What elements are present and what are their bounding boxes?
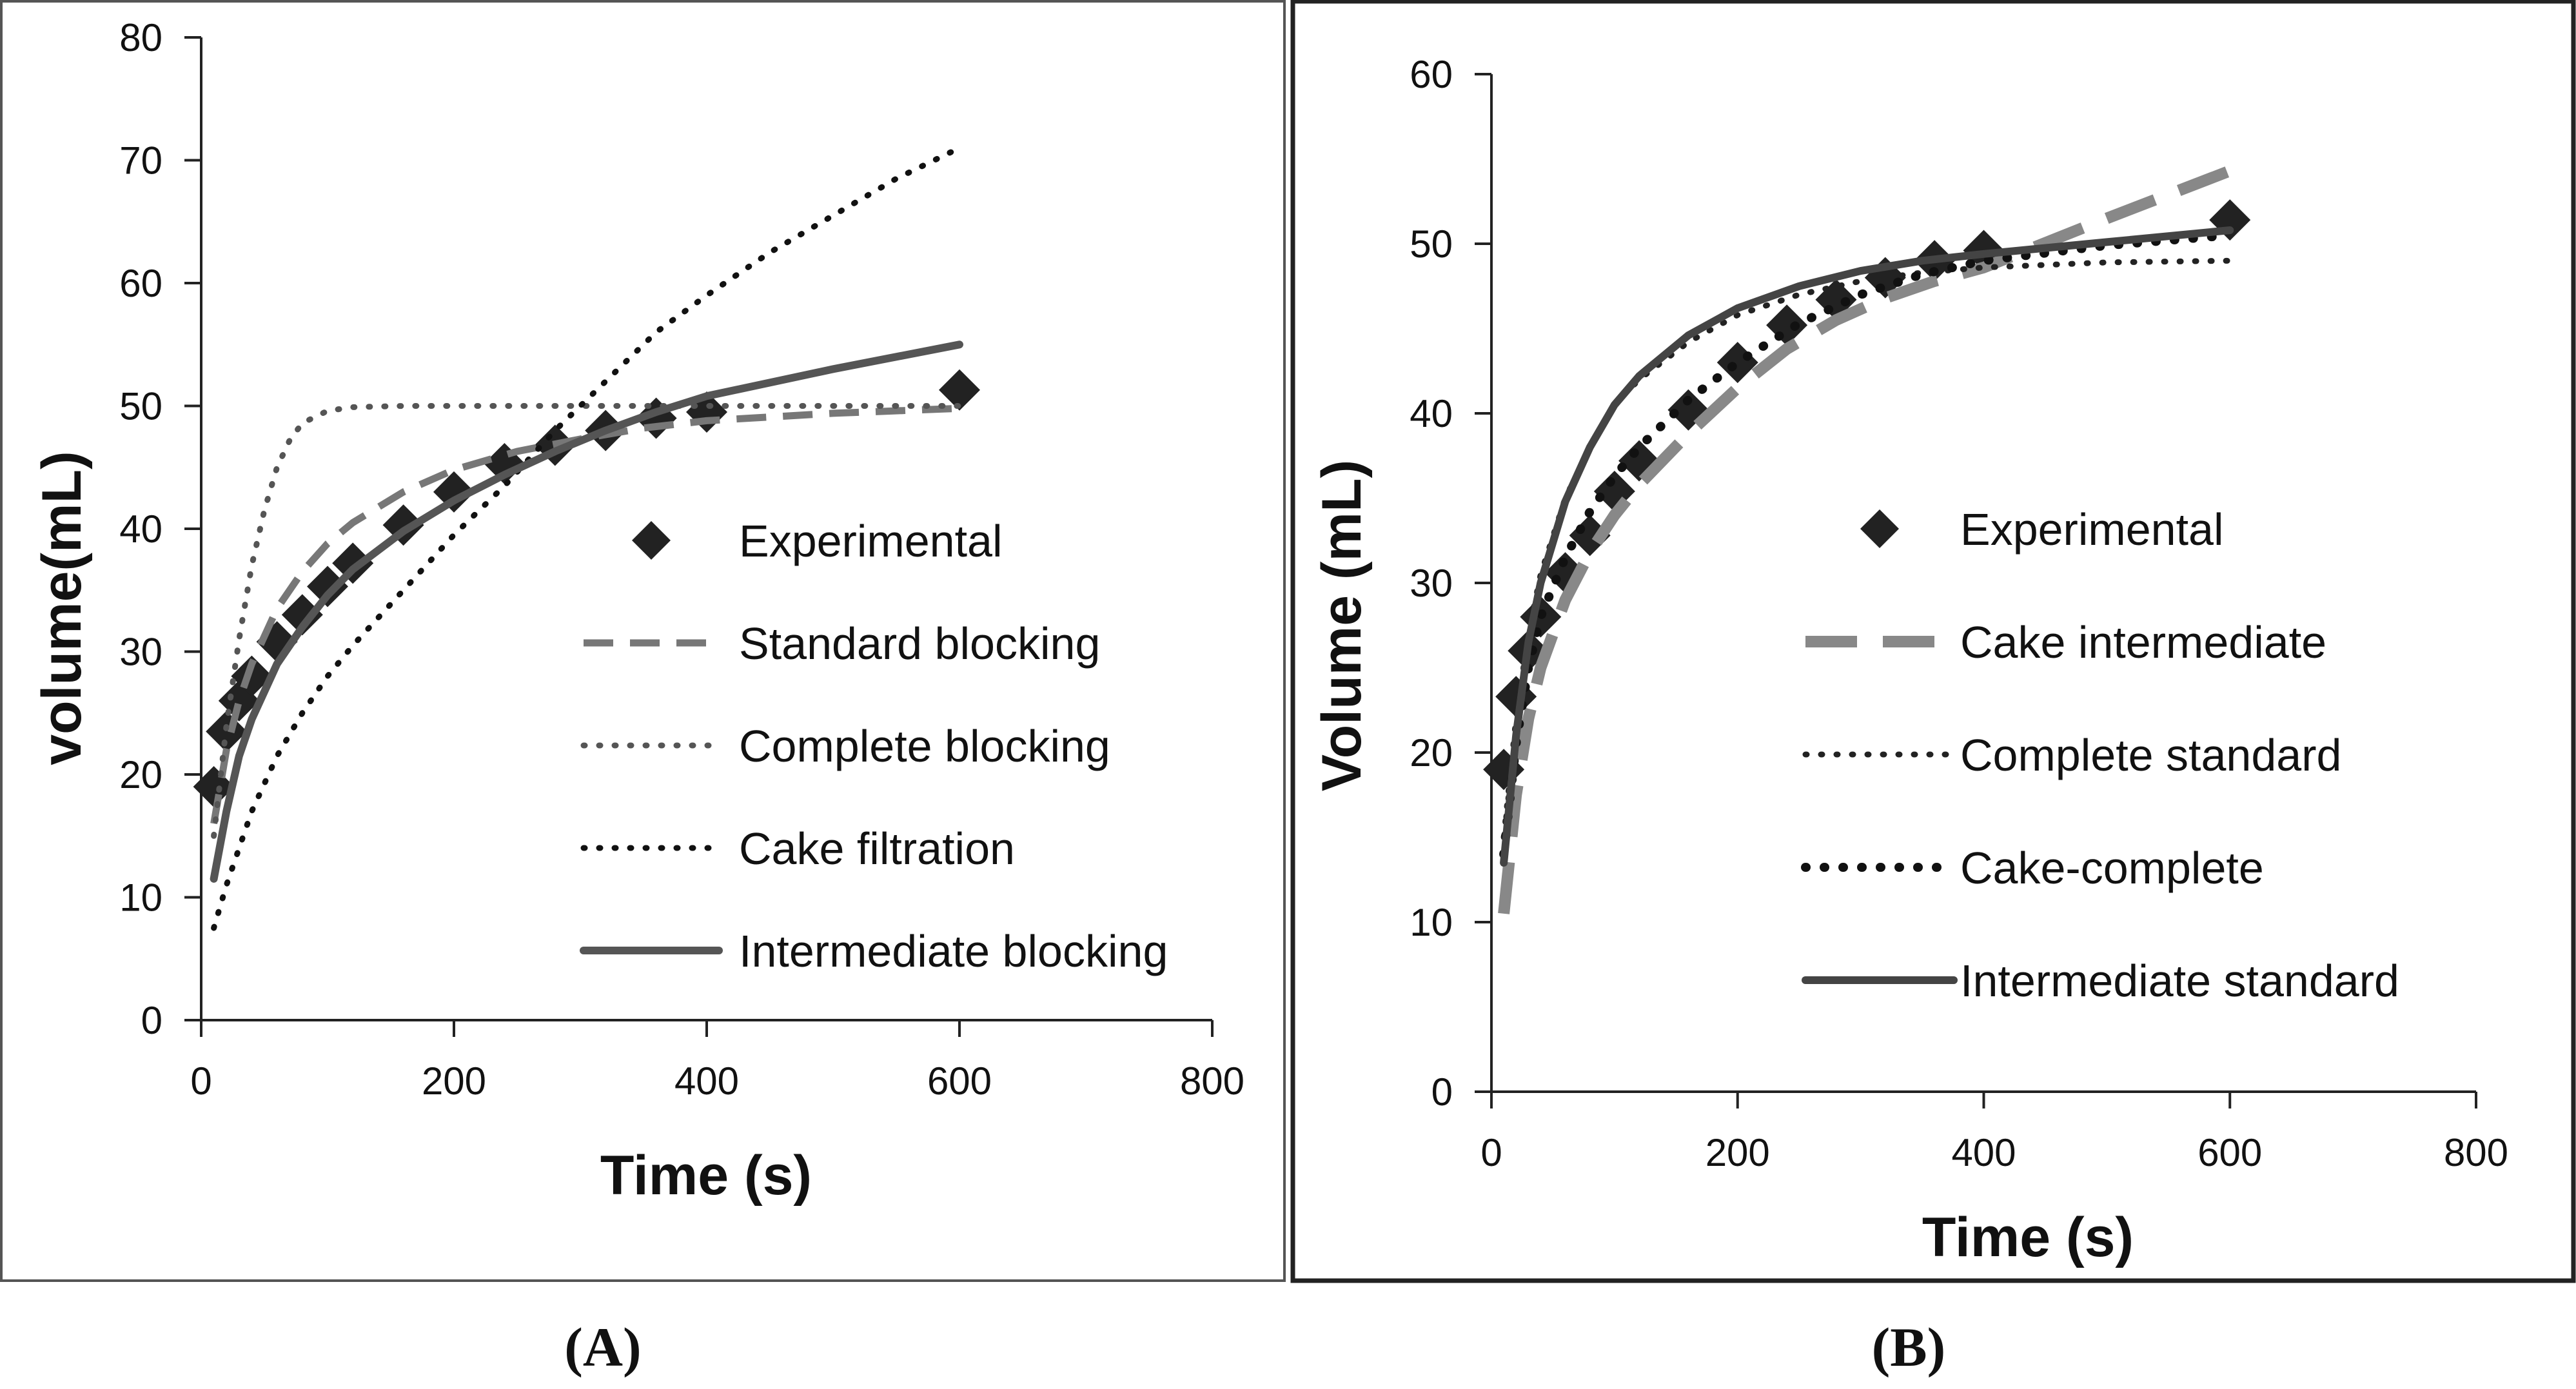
axes xyxy=(200,37,1212,1021)
x-tick-label: 400 xyxy=(674,1059,739,1103)
y-tick-label: 30 xyxy=(119,631,162,674)
legend-label: Experimental xyxy=(739,516,1003,566)
x-tick-label: 200 xyxy=(422,1059,486,1103)
y-tick-label: 50 xyxy=(1410,222,1453,266)
y-tick-label: 20 xyxy=(119,753,162,796)
y-tick-label: 80 xyxy=(119,16,162,59)
series-intermediate-standard xyxy=(1500,226,2234,867)
series-line xyxy=(1500,226,2234,867)
legend-item: Intermediate blocking xyxy=(580,926,1168,976)
legend-label: Cake filtration xyxy=(739,823,1015,874)
data-point xyxy=(332,542,374,584)
y-tick-label: 20 xyxy=(1410,731,1453,774)
series-line xyxy=(210,404,960,825)
legend: Experimental Standard blocking Complete bl… xyxy=(580,516,1168,976)
y-tick-label: 70 xyxy=(119,139,162,182)
legend-label: Intermediate blocking xyxy=(739,926,1168,976)
series-group xyxy=(193,145,980,931)
legend-item: Complete standard xyxy=(1802,730,2341,780)
legend-item: Intermediate standard xyxy=(1802,956,2399,1006)
legend-swatch xyxy=(1860,509,1899,548)
x-tick-label: 400 xyxy=(1951,1131,2016,1174)
series-line xyxy=(1499,230,2235,859)
legend: Experimental Cake intermediate Complete st… xyxy=(1801,504,2399,1006)
x-tick-label: 800 xyxy=(1180,1059,1244,1103)
y-tick-label: 10 xyxy=(119,876,162,920)
panel-caption: (B) xyxy=(1872,1316,1946,1378)
x-tick-label: 600 xyxy=(2197,1131,2262,1174)
legend-swatch xyxy=(632,521,671,560)
x-tick-label: 600 xyxy=(927,1059,992,1103)
y-tick-label: 50 xyxy=(119,385,162,428)
y-tick-label: 60 xyxy=(1410,53,1453,96)
legend-label: Intermediate standard xyxy=(1960,956,2399,1006)
panel-caption: (A) xyxy=(564,1316,641,1378)
x-tick-label: 0 xyxy=(190,1059,211,1103)
series-complete-blocking xyxy=(211,403,963,839)
data-point xyxy=(1766,304,1808,346)
y-tick-label: 10 xyxy=(1410,901,1453,944)
panel-b-frame xyxy=(1290,0,2576,1283)
legend-label: Cake-complete xyxy=(1960,843,2264,893)
legend-label: Complete blocking xyxy=(739,721,1110,771)
legend-label: Standard blocking xyxy=(739,618,1100,669)
y-tick-label: 0 xyxy=(1431,1070,1453,1114)
legend-item: Standard blocking xyxy=(584,618,1100,669)
series-line xyxy=(210,340,963,883)
y-tick-label: 40 xyxy=(1410,392,1453,435)
data-point xyxy=(281,594,323,636)
series-line xyxy=(211,145,963,931)
legend-label: Cake intermediate xyxy=(1960,617,2326,667)
legend-item: Experimental xyxy=(632,516,1003,566)
x-axis-title: Time (s) xyxy=(600,1145,812,1207)
x-tick-label: 0 xyxy=(1480,1131,1502,1174)
y-tick-label: 0 xyxy=(141,999,162,1042)
legend-label: Complete standard xyxy=(1960,730,2341,780)
data-point xyxy=(433,471,475,513)
series-standard-blocking xyxy=(210,404,960,825)
legend-item: Experimental xyxy=(1860,504,2224,555)
series-intermediate-blocking xyxy=(210,340,963,883)
series-cake-complete xyxy=(1499,230,2235,859)
legend-item: Cake intermediate xyxy=(1805,617,2326,667)
y-tick-label: 60 xyxy=(119,262,162,305)
y-axis-title: volume(mL) xyxy=(31,451,93,765)
y-tick-label: 40 xyxy=(119,507,162,551)
data-point xyxy=(939,369,980,411)
series-line xyxy=(211,403,963,839)
legend-item: Cake filtration xyxy=(580,823,1015,874)
legend-label: Experimental xyxy=(1960,504,2224,555)
x-tick-label: 200 xyxy=(1706,1131,1770,1174)
data-point xyxy=(1716,342,1758,384)
x-tick-label: 800 xyxy=(2444,1131,2508,1174)
data-point xyxy=(307,566,348,607)
legend-item: Complete blocking xyxy=(580,721,1110,771)
panel-a-frame xyxy=(0,0,1286,1282)
legend-item: Cake-complete xyxy=(1801,843,2264,893)
x-axis-title: Time (s) xyxy=(1922,1207,2134,1268)
y-tick-label: 30 xyxy=(1410,562,1453,605)
y-axis-title: Volume (mL) xyxy=(1311,460,1373,791)
series-cake-filtration xyxy=(211,145,963,931)
series-group xyxy=(1483,165,2251,914)
axes xyxy=(1490,74,2476,1093)
